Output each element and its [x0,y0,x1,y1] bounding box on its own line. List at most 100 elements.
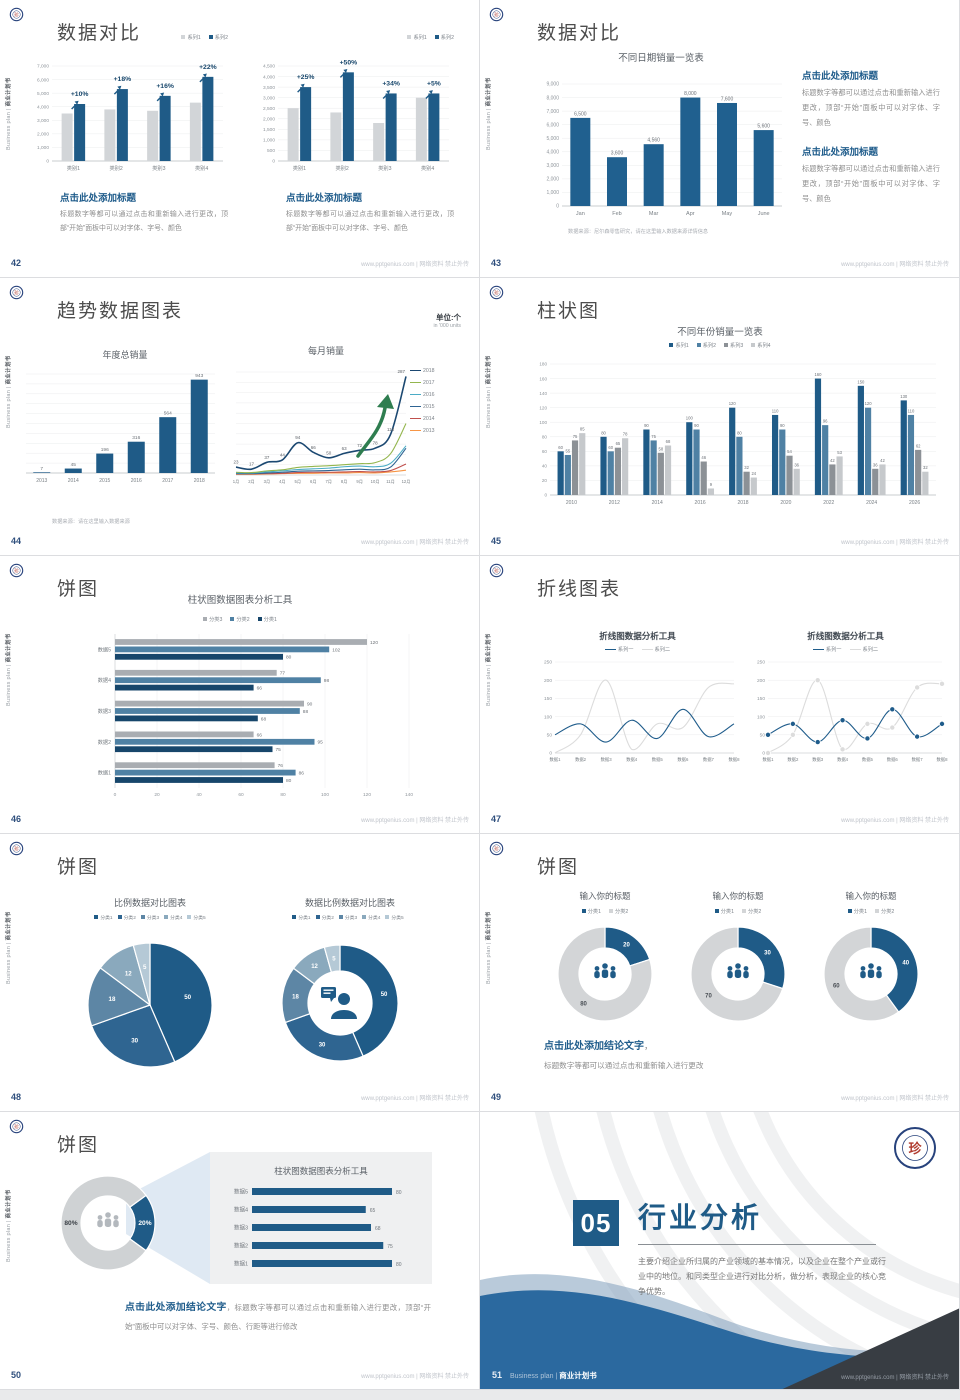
page-number: 42 [11,258,22,268]
svg-text:2016: 2016 [131,478,142,484]
svg-text:53: 53 [837,450,842,455]
legend-label: 系列4 [757,343,771,349]
chart-title: 数据比例数据对比图表 [304,898,395,908]
legend-item: 系列二 [849,646,878,653]
chart-svg: 0204060801001201401601802010605575852012… [539,362,936,506]
svg-text:3,500: 3,500 [263,85,275,91]
sidebar-label: Business plan | 商业计划书 [6,911,12,984]
svg-text:65: 65 [616,441,621,446]
svg-text:类别2: 类别2 [109,164,122,172]
legend-swatch-icon [338,915,343,919]
slide-45[interactable]: 珍 Business plan | 商业计划书 柱状图 不同年份销量一览表 系列… [480,278,960,556]
footer-watermark: www.pptgenius.com | 网络资料 禁止外传 [841,1375,949,1381]
svg-text:75: 75 [276,747,282,753]
line-chart-right: 0 50 100 150 200 250 数据1 数据2 数据3 数据4 数据5 数据6 数据7 数据8 [748,658,948,766]
slide-42[interactable]: 珍 Business plan | 商业计划书 数据对比 系列1 系列2 系列1 系… [0,0,480,278]
conclusion-heading: 点击此处添加结论文字 [544,1041,644,1052]
legend-item: 分类2 [609,908,628,915]
slide-51[interactable]: 珍 05 行业分析 主要介绍企业所归属的产业领域的基本情况，以及企业在整个产业或… [480,1112,960,1390]
legend-item: 系列一 [604,646,634,653]
school-logo-icon: 珍 [489,563,504,578]
svg-text:75: 75 [651,434,656,439]
slide-46[interactable]: 珍 Business plan | 商业计划书 饼图 柱状图数据图表分析工具 分… [0,556,480,834]
legend-label: 系列2 [440,35,454,41]
svg-text:类别3: 类别3 [152,164,165,172]
legend-item: 分类2 [230,616,250,623]
svg-text:50: 50 [381,992,388,998]
svg-text:数据3: 数据3 [812,756,824,763]
svg-text:85: 85 [580,427,585,432]
conclusion-block: 点击此处添加结论文字，标题数字等都可以通过点击和重新输入进行更改，顶部“开始”面… [125,1298,431,1334]
svg-text:20: 20 [154,792,160,798]
svg-text:8月: 8月 [341,479,348,485]
svg-text:100: 100 [539,420,547,425]
slide-49[interactable]: 珍 Business plan | 商业计划书 饼图 输入你的标题 输入你的标题… [480,834,960,1112]
slide-title: 折线图表 [537,579,622,600]
slide-44[interactable]: 珍 Business plan | 商业计划书 趋势数据图表 单位:个 in '… [0,278,480,556]
svg-text:23: 23 [233,460,239,465]
slide-50[interactable]: 珍 Business plan | 商业计划书 饼图 20% 80% 柱状图数据图… [0,1112,480,1390]
page-number: 48 [11,1092,22,1102]
slide-47[interactable]: 珍 Business plan | 商业计划书 折线图表 折线图数据分析工具 折… [480,556,960,834]
sidebar-label: Business plan | 商业计划书 [486,633,492,706]
chart-svg: 0 50 100 150 200 250 数据1 数据2 数据3 数据4 数据5 数据6 数据7 数据8 [544,660,740,763]
svg-text:1,500: 1,500 [263,127,275,133]
svg-text:珍: 珍 [494,11,499,18]
school-logo-icon: 珍 [489,285,504,300]
data-source-note: 数据来源：请在这里输入数据来源 [52,519,130,525]
svg-text:2015: 2015 [99,478,110,484]
legend-item: 2015 [410,404,435,410]
svg-text:17: 17 [249,462,255,467]
legend-swatch-icon [434,35,439,39]
slide-43[interactable]: 珍 Business plan | 商业计划书 数据对比 不同日期销量一览表 0… [480,0,960,278]
svg-text:数据5: 数据5 [862,756,874,763]
svg-text:80: 80 [396,1190,402,1196]
svg-text:2010: 2010 [566,500,577,506]
svg-text:30: 30 [764,951,771,957]
legend-swatch-icon [187,915,192,919]
legend-label: 2013 [423,428,435,434]
page-number: 46 [11,814,22,824]
legend-item: 分类2 [742,908,761,915]
slide-48[interactable]: 珍 Business plan | 商业计划书 饼图 比例数据对比图表 数据比例… [0,834,480,1112]
text-block: 点击此处添加标题 标题数字等都可以通过点击和重新输入进行更改，顶部“开始”面板中… [802,68,940,207]
donut-chart: 20 80 [543,918,667,1032]
donut-chart: 20% 80% [52,1170,170,1282]
svg-text:3月: 3月 [264,479,271,485]
footer-watermark: www.pptgenius.com | 网络资料 禁止外传 [841,262,949,268]
legend-label: 分类5 [193,916,206,921]
svg-text:数据1: 数据1 [763,756,775,763]
legend-swatch-icon [410,405,421,408]
panel-title: 柱状图数据图表分析工具 [274,1166,368,1176]
data-source-note: 数据来源：尼尔森零售研究，请在这里输入数据来源详情信息 [568,229,709,235]
svg-text:102: 102 [332,647,340,653]
svg-text:12: 12 [311,964,318,970]
school-logo-icon: 珍 [894,1127,936,1169]
svg-text:36: 36 [794,462,799,467]
svg-text:8,000: 8,000 [684,91,697,97]
page-number: 47 [491,814,502,824]
svg-text:86: 86 [299,771,305,777]
chart-title: 折线图数据分析工具 [807,631,884,641]
svg-text:3,000: 3,000 [546,163,559,169]
svg-text:100: 100 [757,714,765,720]
svg-text:160: 160 [539,376,547,381]
svg-text:50: 50 [184,994,191,1001]
block-heading: 点击此处添加标题 [802,147,879,159]
chart-svg: 30 70 [690,926,786,1022]
svg-text:5月: 5月 [295,479,302,485]
svg-text:32: 32 [744,465,749,470]
legend-item: 分类1 [94,914,113,921]
svg-text:2,000: 2,000 [546,177,559,183]
legend-swatch-icon [604,648,616,651]
legend-item: 系列1 [181,34,201,41]
svg-text:珍: 珍 [908,1141,922,1156]
svg-text:2022: 2022 [823,500,834,506]
svg-text:6,000: 6,000 [37,77,49,83]
svg-text:40: 40 [542,464,548,469]
legend-swatch-icon [140,915,145,919]
unit-note: 单位:个 in '000 units [433,312,461,329]
svg-text:20: 20 [623,942,630,948]
legend-label: 分类2 [615,909,629,915]
